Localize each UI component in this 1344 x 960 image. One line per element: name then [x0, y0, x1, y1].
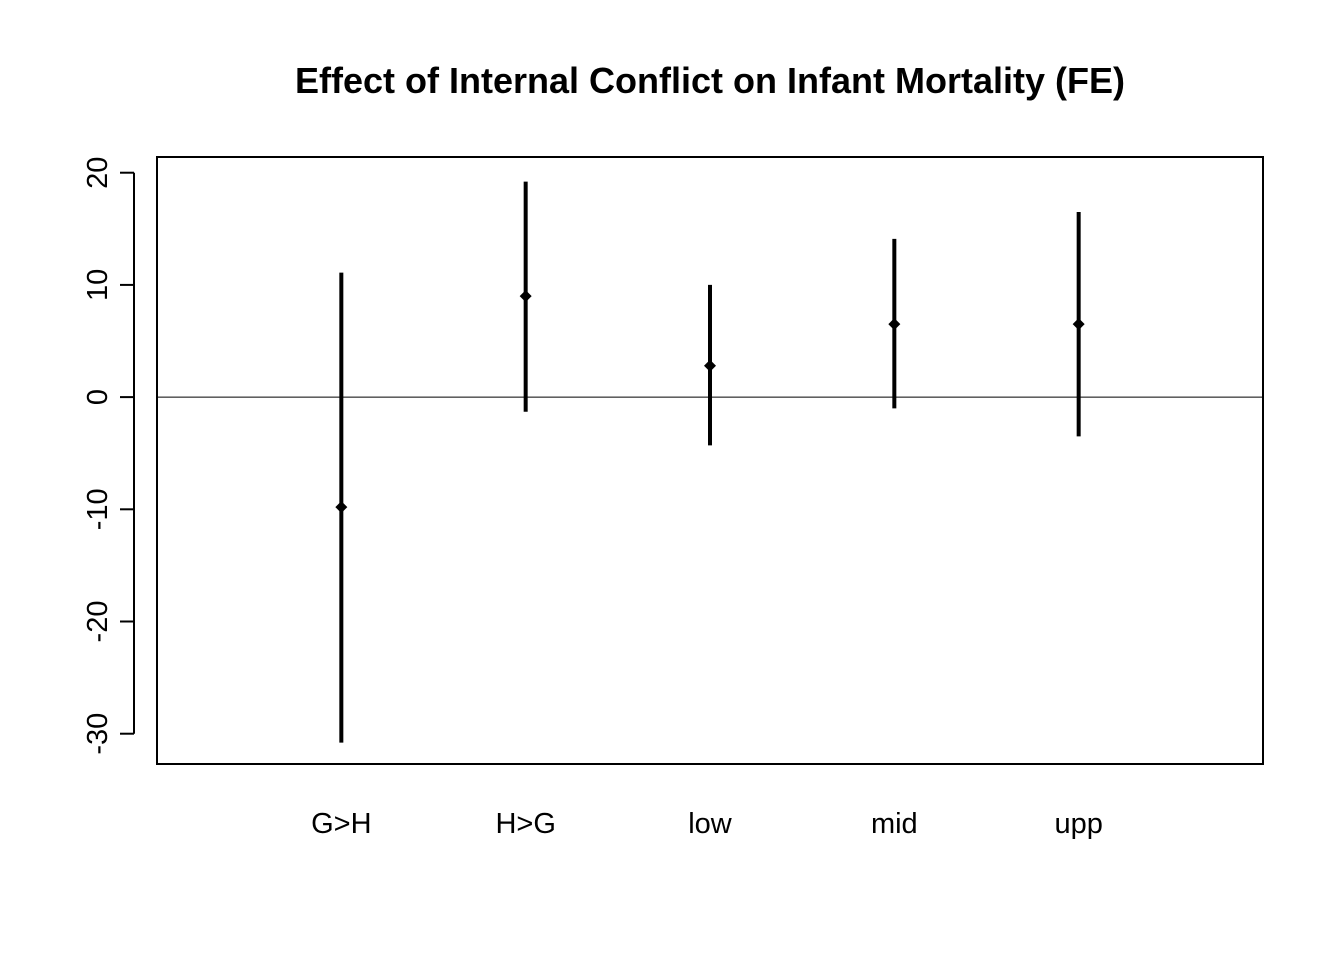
x-category-label: low	[688, 808, 733, 840]
y-tick-label: -20	[82, 601, 114, 643]
chart-marks	[335, 181, 1085, 743]
plot-frame	[156, 156, 1264, 765]
point-estimate	[704, 359, 716, 372]
point-estimate	[519, 290, 532, 303]
y-tick-label: 20	[82, 157, 114, 189]
point-estimate	[1072, 318, 1085, 331]
y-tick-label: 10	[82, 269, 114, 301]
y-tick-label: -10	[82, 488, 114, 530]
point-estimate	[335, 501, 348, 514]
chart-title: Effect of Internal Conflict on Infant Mo…	[295, 60, 1125, 101]
point-estimate	[888, 318, 901, 331]
x-category-label: upp	[1054, 808, 1102, 840]
x-category-label: H>G	[495, 808, 555, 840]
x-category-label: mid	[871, 808, 918, 840]
y-tick-label: 0	[82, 389, 114, 405]
x-axis: G>H H>G low mid upp	[311, 808, 1103, 840]
x-category-label: G>H	[311, 808, 371, 840]
y-axis: -30 -20 -10 0 10 20	[82, 157, 135, 755]
y-tick-label: -30	[82, 713, 114, 755]
